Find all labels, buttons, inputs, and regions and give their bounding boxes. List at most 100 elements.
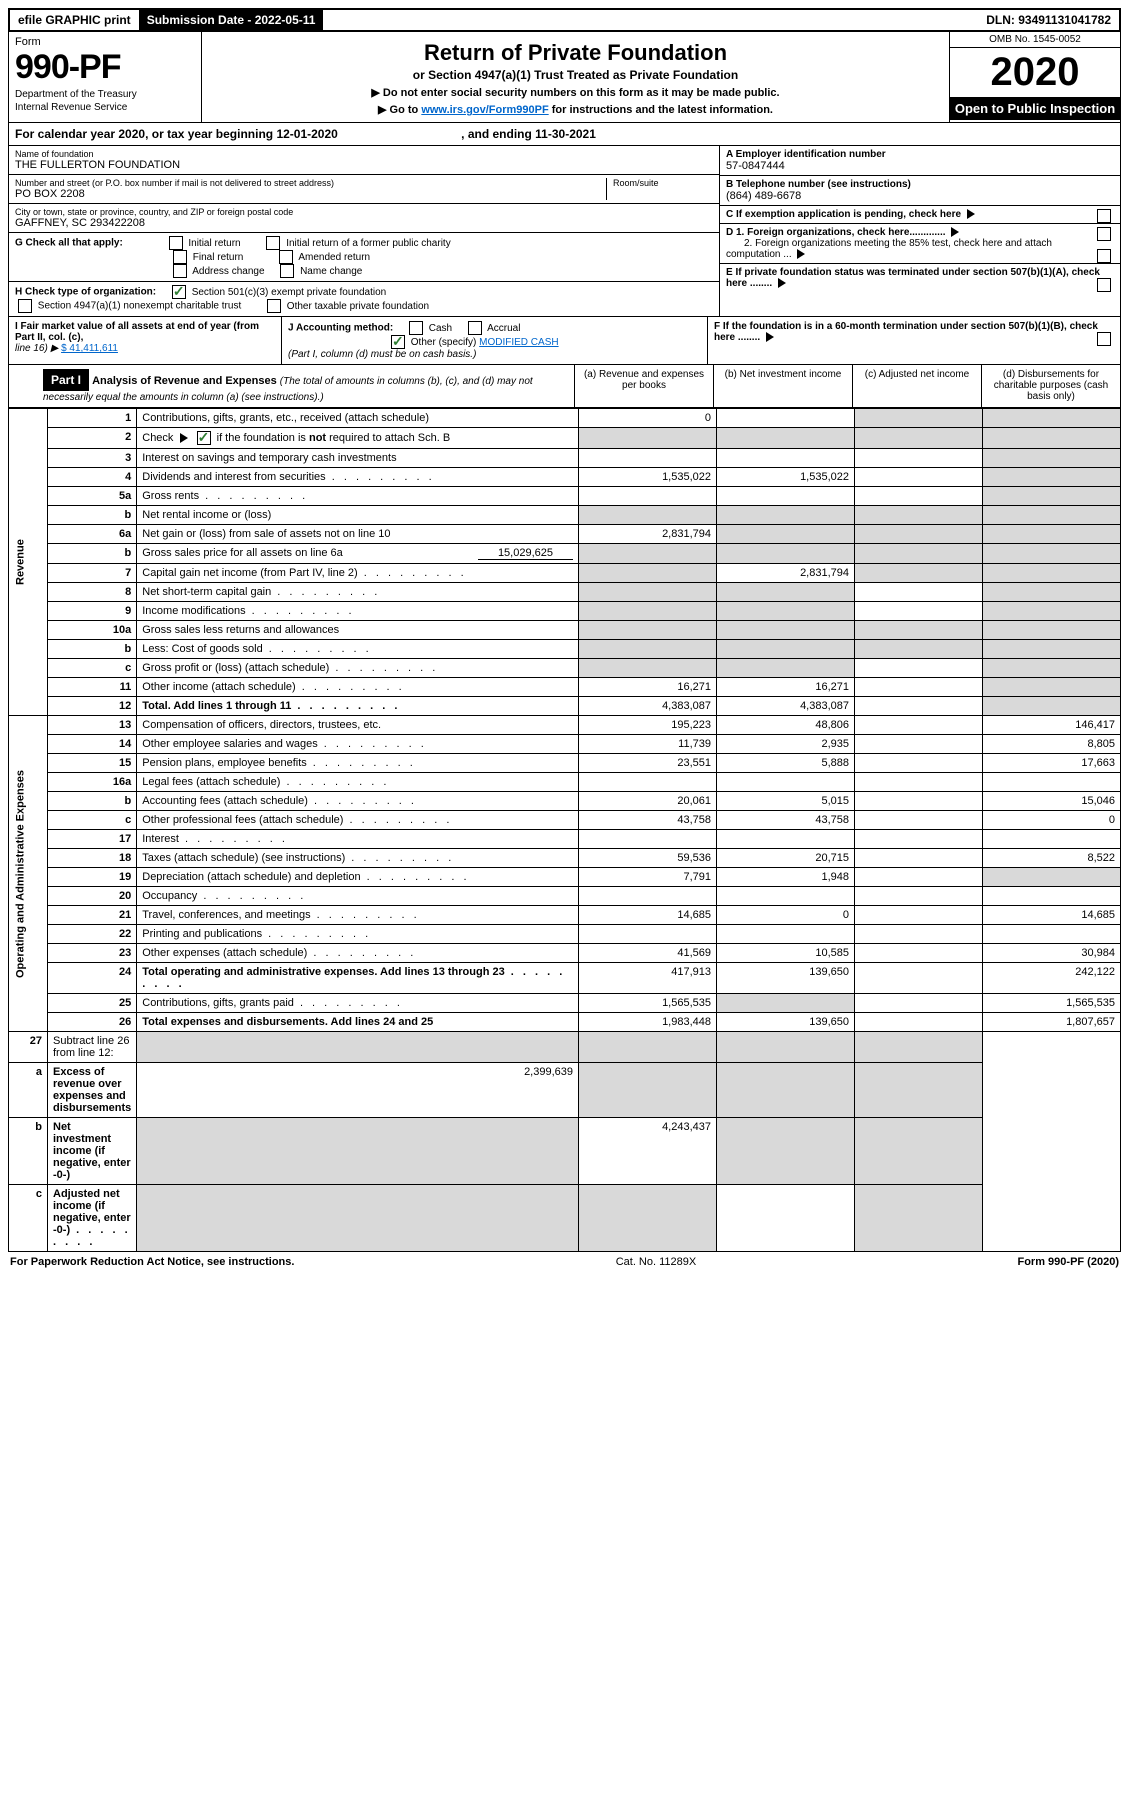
table-cell: 10,585 xyxy=(717,944,855,963)
row-desc: Net rental income or (loss) xyxy=(137,506,579,525)
table-cell: 1,807,657 xyxy=(983,1013,1121,1032)
form-header: Form 990-PF Department of the Treasury I… xyxy=(8,32,1121,123)
table-cell xyxy=(579,1032,717,1063)
table-cell xyxy=(855,925,983,944)
form990pf-link[interactable]: www.irs.gov/Form990PF xyxy=(421,104,548,116)
section-e: E If private foundation status was termi… xyxy=(720,264,1120,292)
table-cell xyxy=(717,925,855,944)
table-cell xyxy=(579,640,717,659)
side-label: Operating and Administrative Expenses xyxy=(9,716,48,1032)
table-cell: 7,791 xyxy=(579,868,717,887)
col-c-header: (c) Adjusted net income xyxy=(852,365,981,407)
table-cell xyxy=(579,583,717,602)
table-cell: 8,805 xyxy=(983,735,1121,754)
name-change-checkbox[interactable] xyxy=(280,264,294,278)
accrual-checkbox[interactable] xyxy=(468,321,482,335)
table-cell xyxy=(717,994,855,1013)
4947a1-checkbox[interactable] xyxy=(18,299,32,313)
table-cell xyxy=(855,994,983,1013)
60month-checkbox[interactable] xyxy=(1097,332,1111,346)
accounting-method-value[interactable]: MODIFIED CASH xyxy=(479,337,558,348)
row-number: 2 xyxy=(48,428,137,449)
table-row: bLess: Cost of goods sold xyxy=(9,640,1121,659)
header-right: OMB No. 1545-0052 2020 Open to Public In… xyxy=(949,32,1120,122)
cash-checkbox[interactable] xyxy=(409,321,423,335)
table-cell xyxy=(717,1063,855,1118)
paperwork-notice: For Paperwork Reduction Act Notice, see … xyxy=(10,1256,294,1268)
table-cell: 242,122 xyxy=(983,963,1121,994)
arrow-icon xyxy=(797,249,805,259)
table-cell xyxy=(855,564,983,583)
table-cell xyxy=(579,659,717,678)
table-cell xyxy=(137,1118,579,1185)
table-cell xyxy=(983,449,1121,468)
table-cell xyxy=(983,659,1121,678)
row-desc: Other employee salaries and wages xyxy=(137,735,579,754)
table-row: bAccounting fees (attach schedule)20,061… xyxy=(9,792,1121,811)
row-desc: Printing and publications xyxy=(137,925,579,944)
foundation-name: THE FULLERTON FOUNDATION xyxy=(15,159,713,171)
table-cell xyxy=(983,487,1121,506)
row-desc: Contributions, gifts, grants paid xyxy=(137,994,579,1013)
row-number: b xyxy=(48,544,137,564)
table-row: 15Pension plans, employee benefits23,551… xyxy=(9,754,1121,773)
address-change-checkbox[interactable] xyxy=(173,264,187,278)
row-desc: Gross profit or (loss) (attach schedule) xyxy=(137,659,579,678)
table-row: 26Total expenses and disbursements. Add … xyxy=(9,1013,1121,1032)
final-return-checkbox[interactable] xyxy=(173,250,187,264)
table-cell: 4,243,437 xyxy=(579,1118,717,1185)
table-cell xyxy=(983,830,1121,849)
table-row: cOther professional fees (attach schedul… xyxy=(9,811,1121,830)
table-cell xyxy=(579,1063,717,1118)
fmv-value[interactable]: $ 41,411,611 xyxy=(61,343,118,354)
table-cell: 2,935 xyxy=(717,735,855,754)
arrow-icon xyxy=(778,278,786,288)
other-taxable-checkbox[interactable] xyxy=(267,299,281,313)
table-cell xyxy=(983,544,1121,564)
table-cell xyxy=(717,830,855,849)
table-cell xyxy=(717,583,855,602)
section-d: D 1. Foreign organizations, check here..… xyxy=(720,224,1120,264)
foreign-85-checkbox[interactable] xyxy=(1097,249,1111,263)
dept-treasury: Department of the Treasury xyxy=(15,89,195,100)
initial-return-checkbox[interactable] xyxy=(169,236,183,250)
table-cell xyxy=(717,773,855,792)
row-desc: Taxes (attach schedule) (see instruction… xyxy=(137,849,579,868)
table-cell xyxy=(717,602,855,621)
table-row: 8Net short-term capital gain xyxy=(9,583,1121,602)
table-cell xyxy=(855,811,983,830)
table-cell: 59,536 xyxy=(579,849,717,868)
table-cell xyxy=(579,428,717,449)
table-cell: 146,417 xyxy=(983,716,1121,735)
section-c: C If exemption application is pending, c… xyxy=(720,206,1120,224)
table-cell: 48,806 xyxy=(717,716,855,735)
table-cell xyxy=(717,409,855,428)
table-cell: 139,650 xyxy=(717,963,855,994)
amended-return-checkbox[interactable] xyxy=(279,250,293,264)
table-row: 23Other expenses (attach schedule)41,569… xyxy=(9,944,1121,963)
initial-former-checkbox[interactable] xyxy=(266,236,280,250)
row-number: 7 xyxy=(48,564,137,583)
table-row: 14Other employee salaries and wages11,73… xyxy=(9,735,1121,754)
table-row: cAdjusted net income (if negative, enter… xyxy=(9,1185,1121,1252)
row-desc: Total operating and administrative expen… xyxy=(137,963,579,994)
foreign-org-checkbox[interactable] xyxy=(1097,227,1111,241)
status-terminated-checkbox[interactable] xyxy=(1097,278,1111,292)
other-method-checkbox[interactable] xyxy=(391,335,405,349)
table-cell xyxy=(579,773,717,792)
row-desc: Contributions, gifts, grants, etc., rece… xyxy=(137,409,579,428)
row-number: 14 xyxy=(48,735,137,754)
row-number: 1 xyxy=(48,409,137,428)
501c3-checkbox[interactable] xyxy=(172,285,186,299)
table-row: 9Income modifications xyxy=(9,602,1121,621)
table-cell: 5,888 xyxy=(717,754,855,773)
table-cell xyxy=(855,1032,983,1063)
omb-number: OMB No. 1545-0052 xyxy=(950,32,1120,48)
table-cell: 1,948 xyxy=(717,868,855,887)
exemption-pending-checkbox[interactable] xyxy=(1097,209,1111,223)
section-h: H Check type of organization: Section 50… xyxy=(9,282,719,316)
part1-title: Analysis of Revenue and Expenses xyxy=(92,375,277,387)
table-cell: 41,569 xyxy=(579,944,717,963)
row-number: 4 xyxy=(48,468,137,487)
part1-header-row: Part I Analysis of Revenue and Expenses … xyxy=(8,365,1121,408)
